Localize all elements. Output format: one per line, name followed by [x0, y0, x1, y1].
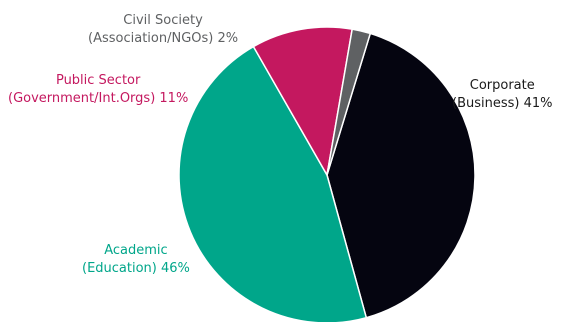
slice-label-civil-society-line1: Civil Society	[123, 13, 203, 28]
slice-label-civil-society: Civil Society (Association/NGOs) 2%	[88, 12, 238, 48]
slice-label-academic-line1: Academic	[104, 243, 168, 258]
slice-label-academic-line2: (Education) 46%	[82, 261, 190, 276]
slice-label-public-sector-line2: (Government/Int.Orgs) 11%	[8, 91, 189, 106]
slice-label-academic: Academic (Education) 46%	[82, 242, 190, 278]
slice-label-public-sector: Public Sector (Government/Int.Orgs) 11%	[8, 72, 188, 108]
slice-label-corporate: Corporate (Business) 41%	[452, 77, 553, 113]
slice-label-civil-society-line2: (Association/NGOs) 2%	[88, 31, 239, 46]
pie-slice-civil-society	[326, 28, 372, 176]
slice-label-public-sector-line1: Public Sector	[55, 73, 141, 88]
slice-label-corporate-line2: (Business) 41%	[452, 96, 553, 111]
slice-label-corporate-line1: Corporate	[469, 78, 535, 93]
pie-slice-corporate	[326, 32, 476, 319]
pie-slice-public-sector	[252, 26, 354, 178]
